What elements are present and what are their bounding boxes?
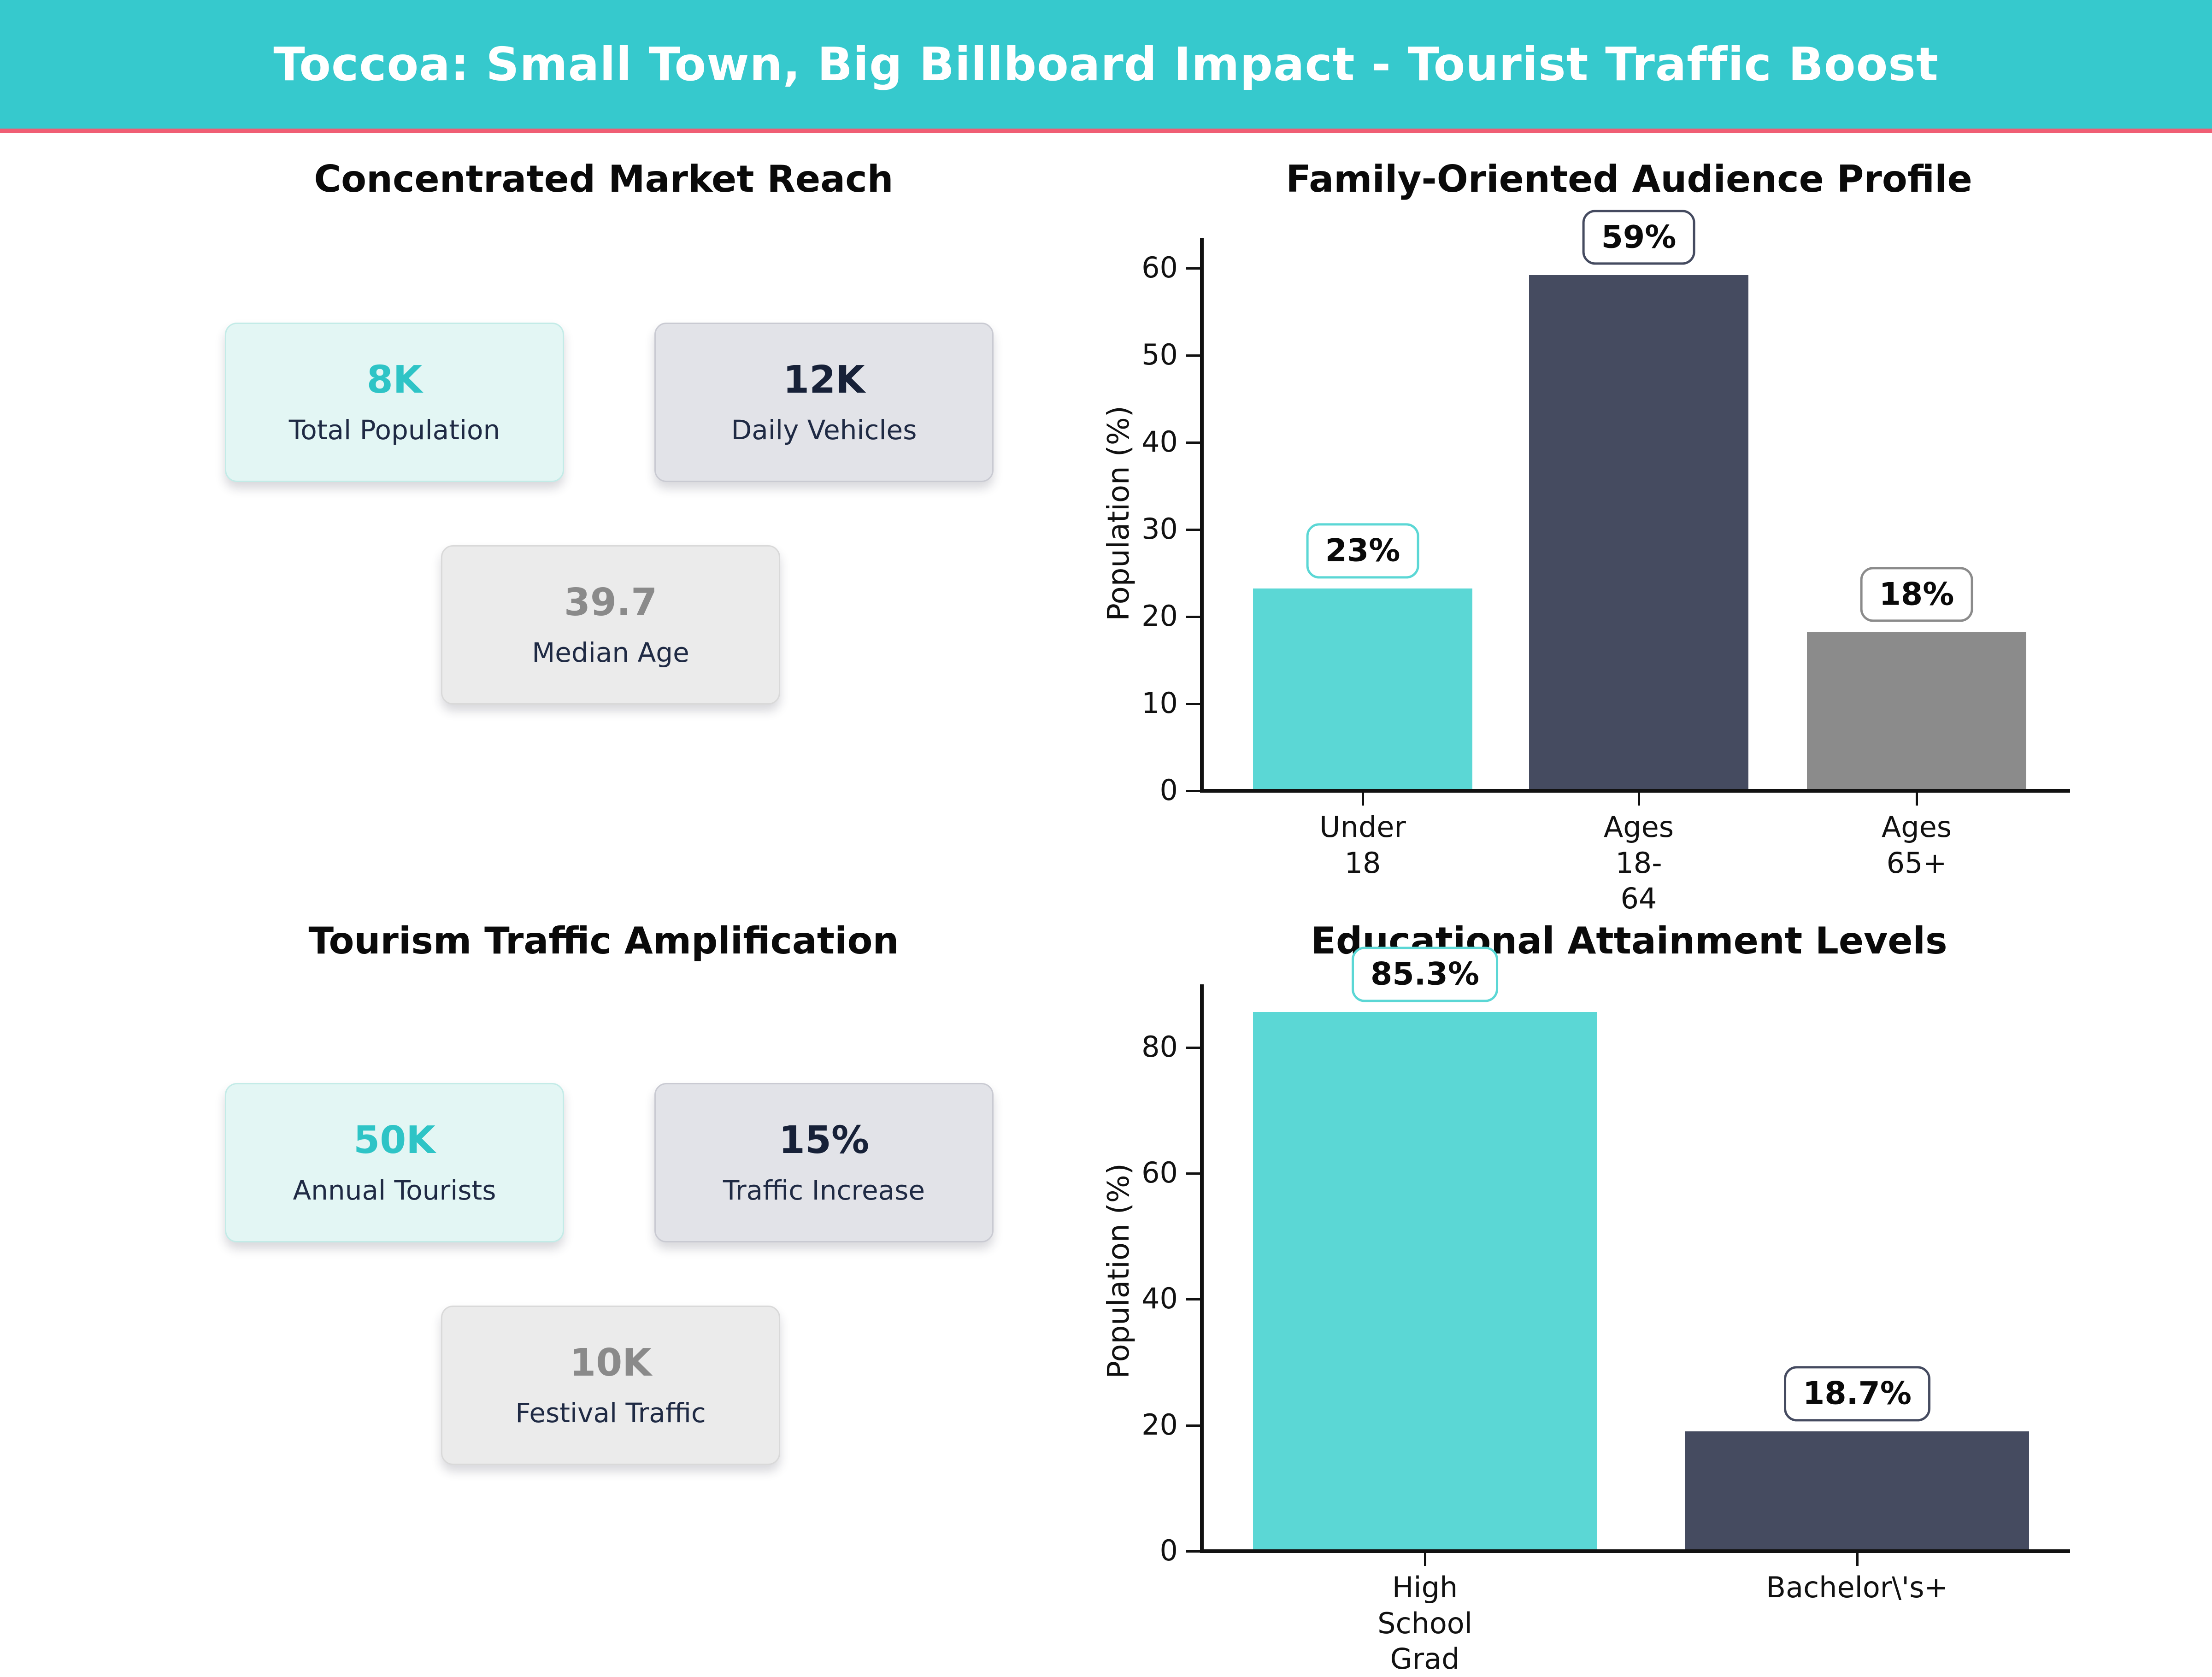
- y-tick-label: 60: [1141, 1156, 1178, 1190]
- bar-bachelor-s: [1685, 1431, 2029, 1549]
- tourism-panel-title: Tourism Traffic Amplification: [308, 919, 899, 962]
- x-tick-label-under-18: Under 18: [1319, 810, 1406, 880]
- y-tick-mark: [1186, 267, 1200, 270]
- y-tick-label: 60: [1141, 251, 1178, 284]
- x-tick-label-ages-18-64: Ages 18-64: [1603, 810, 1674, 915]
- y-tick-mark: [1186, 354, 1200, 357]
- stat-card-median-age: 39.7 Median Age: [441, 545, 780, 705]
- header-banner: Toccoa: Small Town, Big Billboard Impact…: [0, 0, 2212, 129]
- stat-label: Daily Vehicles: [731, 414, 917, 446]
- x-tick-label-ages-65: Ages 65+: [1881, 810, 1952, 880]
- stat-label: Traffic Increase: [723, 1175, 925, 1206]
- bar-value-label-bachelor-s: 18.7%: [1784, 1366, 1930, 1422]
- y-tick-mark: [1186, 1172, 1200, 1175]
- stat-value: 39.7: [564, 581, 658, 624]
- y-tick-mark: [1186, 1046, 1200, 1049]
- stat-value: 10K: [570, 1341, 652, 1385]
- y-tick-label: 10: [1141, 686, 1178, 720]
- stat-card-festival-traffic: 10K Festival Traffic: [441, 1306, 780, 1465]
- y-tick-label: 0: [1159, 1534, 1178, 1567]
- stat-label: Median Age: [532, 637, 689, 668]
- y-tick-label: 40: [1141, 1282, 1178, 1316]
- y-tick-mark: [1186, 790, 1200, 792]
- y-tick-label: 30: [1141, 512, 1178, 546]
- y-tick-mark: [1186, 1550, 1200, 1553]
- y-tick-label: 0: [1159, 773, 1178, 807]
- bar-value-label-ages-65: 18%: [1860, 567, 1973, 622]
- stat-value: 50K: [353, 1118, 435, 1162]
- stat-label: Total Population: [288, 414, 500, 446]
- header-divider: [0, 129, 2212, 133]
- x-tick-mark: [1424, 1553, 1426, 1566]
- bar-value-label-ages-18-64: 59%: [1582, 210, 1695, 265]
- stat-card-traffic-increase: 15% Traffic Increase: [654, 1083, 994, 1242]
- bar-ages-18-64: [1529, 275, 1748, 789]
- y-tick-mark: [1186, 441, 1200, 444]
- stat-card-daily-vehicles: 12K Daily Vehicles: [654, 323, 994, 482]
- stat-value: 15%: [778, 1118, 870, 1162]
- y-tick-label: 80: [1141, 1030, 1178, 1064]
- stat-card-annual-tourists: 50K Annual Tourists: [225, 1083, 564, 1242]
- stat-value: 12K: [783, 358, 865, 402]
- bar-high-school-grad: [1253, 1012, 1597, 1549]
- x-axis-spine: [1200, 1549, 2070, 1553]
- y-tick-label: 40: [1141, 425, 1178, 459]
- y-tick-label: 20: [1141, 599, 1178, 633]
- bar-under-18: [1253, 588, 1472, 789]
- y-tick-label: 20: [1141, 1407, 1178, 1442]
- y-tick-mark: [1186, 1424, 1200, 1427]
- y-tick-label: 50: [1141, 338, 1178, 371]
- y-tick-mark: [1186, 616, 1200, 618]
- y-tick-mark: [1186, 703, 1200, 705]
- x-tick-mark: [1916, 793, 1918, 806]
- y-tick-mark: [1186, 1298, 1200, 1301]
- bar-ages-65: [1807, 632, 2026, 789]
- stat-card-total-population: 8K Total Population: [225, 323, 564, 482]
- stat-value: 8K: [366, 358, 423, 402]
- bar-value-label-under-18: 23%: [1306, 523, 1419, 579]
- market-panel-title: Concentrated Market Reach: [314, 158, 894, 200]
- x-tick-mark: [1856, 1553, 1859, 1566]
- x-tick-label-high-school-grad: High School Grad: [1377, 1571, 1472, 1676]
- y-axis-spine: [1200, 984, 1204, 1553]
- y-axis-title: Population (%): [1102, 406, 1136, 621]
- y-axis-title: Population (%): [1102, 1163, 1136, 1379]
- age-chart-title: Family-Oriented Audience Profile: [1286, 158, 1972, 200]
- x-tick-mark: [1638, 793, 1640, 806]
- stat-label: Festival Traffic: [515, 1397, 706, 1429]
- y-tick-mark: [1186, 529, 1200, 531]
- page-title: Toccoa: Small Town, Big Billboard Impact…: [273, 37, 1939, 91]
- y-axis-spine: [1200, 238, 1204, 793]
- x-tick-mark: [1362, 793, 1364, 806]
- x-axis-spine: [1200, 789, 2070, 793]
- stat-label: Annual Tourists: [293, 1175, 496, 1206]
- x-tick-label-bachelor-s: Bachelor\'s+: [1766, 1571, 1948, 1604]
- bar-value-label-high-school-grad: 85.3%: [1352, 947, 1498, 1002]
